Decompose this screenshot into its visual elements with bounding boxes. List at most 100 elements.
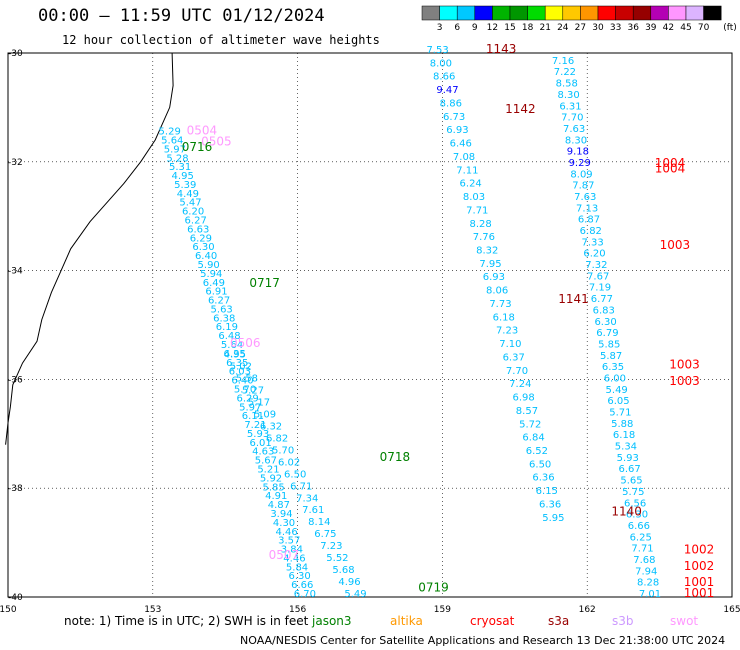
wave-height-value: 5.64 (161, 135, 183, 146)
wave-height-value: 5.85 (263, 482, 285, 493)
x-tick-label: 162 (579, 605, 596, 615)
wave-height-value: 6.31 (559, 101, 581, 112)
wave-height-value: 6.27 (208, 296, 230, 307)
wave-height-value: 4.91 (265, 491, 287, 502)
pass-time-label: 0717 (249, 276, 280, 290)
wave-height-value: 6.00 (604, 373, 626, 384)
wave-height-value: 7.70 (506, 366, 528, 377)
wave-height-value: 7.73 (489, 299, 511, 310)
wave-height-value: 8.00 (430, 58, 452, 69)
colorbar-swatch (597, 5, 616, 21)
wave-height-value: 5.90 (198, 260, 220, 271)
wave-height-value: 5.49 (606, 385, 628, 396)
wave-height-value: 6.40 (231, 376, 253, 387)
wave-height-value: 6.35 (226, 358, 248, 369)
pass-time-label: 1004 (655, 156, 686, 170)
wave-height-value: 6.93 (446, 125, 468, 136)
wave-height-value: 8.28 (637, 578, 659, 589)
wave-height-value: 5.21 (257, 465, 279, 476)
wave-height-value: 5.28 (166, 153, 188, 164)
y-tick-label: -40 (8, 593, 23, 603)
pass-time-label: 1003 (669, 374, 700, 388)
wave-height-value: 6.36 (532, 473, 554, 484)
wave-height-value: 7.61 (302, 505, 324, 516)
wave-height-value: 6.24 (460, 179, 482, 190)
wave-height-value: 7.33 (582, 237, 604, 248)
colorbar-tick-label: 36 (627, 23, 639, 33)
wave-height-value: 5.84 (286, 562, 308, 573)
wave-height-value: 8.86 (440, 98, 462, 109)
wave-height-value: 5.02 (230, 362, 252, 373)
wave-height-value: 7.22 (554, 67, 576, 78)
coastline-outline (5, 52, 174, 445)
x-tick-label: 153 (144, 605, 161, 615)
wave-height-value: 7.16 (552, 56, 574, 67)
x-tick-label: 165 (723, 605, 740, 615)
wave-height-value: 6.35 (224, 349, 246, 360)
wave-height-value: 5.29 (159, 127, 181, 138)
colorbar-swatch (492, 5, 511, 21)
colorbar-swatch (562, 5, 581, 21)
wave-height-value: 8.30 (565, 135, 587, 146)
wave-height-value: 7.08 (453, 152, 475, 163)
wave-height-value: 5.63 (211, 304, 233, 315)
wave-height-value: 9.47 (436, 85, 458, 96)
x-tick-label: 159 (434, 605, 451, 615)
wave-height-value: 7.63 (563, 124, 585, 135)
wave-height-value: 6.37 (503, 352, 525, 363)
wave-height-value: 6.15 (536, 486, 558, 497)
wave-height-value: 6.40 (195, 251, 217, 262)
wave-height-value: 8.09 (570, 169, 592, 180)
wave-height-value: 5.58 (236, 374, 258, 385)
wave-height-value: 6.29 (190, 233, 212, 244)
wave-height-value: 6.18 (493, 312, 515, 323)
x-tick-label: 150 (0, 605, 17, 615)
wave-height-value: 6.38 (213, 313, 235, 324)
wave-height-value: 6.73 (443, 112, 465, 123)
wave-height-value: 5.68 (332, 565, 354, 576)
wave-height-value: 6.67 (618, 464, 640, 475)
pass-time-label: 1143 (486, 42, 517, 56)
colorbar-swatch (509, 5, 528, 21)
pass-time-label: 0718 (380, 450, 411, 464)
wave-height-value: 6.75 (314, 529, 336, 540)
wave-height-value: 5.47 (179, 198, 201, 209)
colorbar-tick-label: 18 (522, 23, 534, 33)
satellite-legend-label: jason3 (311, 614, 352, 628)
wave-height-value: 6.02 (278, 457, 300, 468)
wave-height-value: 6.98 (512, 393, 534, 404)
wave-height-value: 7.70 (561, 113, 583, 124)
pass-time-label: 0716 (182, 140, 213, 154)
wave-height-value: 6.48 (218, 331, 240, 342)
wave-height-value: 4.95 (172, 171, 194, 182)
wave-height-value: 5.93 (247, 429, 269, 440)
chart-title: 00:00 – 11:59 UTC 01/12/2024 (38, 6, 325, 26)
wave-height-value: 5.93 (617, 453, 639, 464)
wave-height-value: 5.70 (234, 384, 256, 395)
pass-time-label: 0507 (269, 548, 300, 562)
footer-credit: NOAA/NESDIS Center for Satellite Applica… (240, 634, 726, 647)
wave-height-value: 4.30 (273, 518, 295, 529)
wave-height-value: 4.46 (283, 553, 305, 564)
colorbar-swatch (544, 5, 564, 21)
pass-time-label: 1141 (558, 292, 589, 306)
wave-height-value: 7.53 (426, 45, 448, 56)
wave-height-value: 4.95 (224, 350, 246, 361)
wave-height-value: 6.82 (266, 433, 288, 444)
wave-height-value: 8.06 (486, 286, 508, 297)
satellite-legend-label: cryosat (470, 614, 515, 628)
pass-time-label: 1140 (611, 504, 642, 518)
wave-height-value: 6.56 (624, 498, 646, 509)
wave-height-value: 6.30 (289, 571, 311, 582)
wave-height-value: 6.20 (182, 207, 204, 218)
wave-height-value: 6.35 (602, 362, 624, 373)
wave-height-value: 5.85 (598, 339, 620, 350)
colorbar-swatch (439, 5, 458, 21)
colorbar-swatch (527, 5, 546, 21)
wave-height-value: 8.32 (476, 246, 498, 257)
wave-height-value: 5.27 (242, 386, 264, 397)
wave-height-value: 6.71 (290, 481, 312, 492)
wave-height-value: 6.84 (522, 433, 544, 444)
wave-height-value: 5.65 (620, 476, 642, 487)
colorbar-swatch (668, 5, 687, 21)
